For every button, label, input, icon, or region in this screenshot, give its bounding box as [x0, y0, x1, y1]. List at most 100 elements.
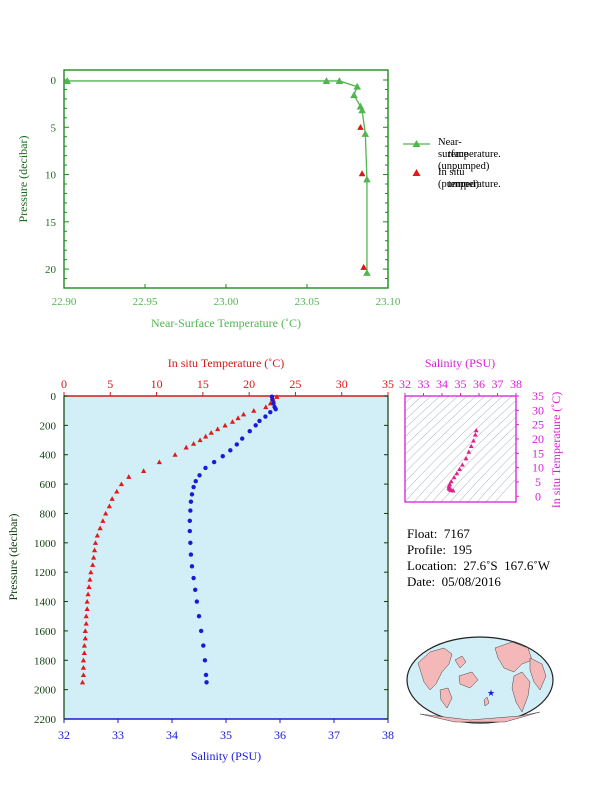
ts-marker — [468, 443, 474, 449]
salinity-tick-label: 32 — [58, 728, 70, 742]
ts-temperature-tick-label: 5 — [535, 475, 541, 489]
ts-marker — [451, 474, 457, 480]
float-info: Float: 7167 Profile: 195 Location: 27.6˚… — [407, 526, 550, 590]
legend-pumped-label: In situ (pumped) — [438, 167, 479, 190]
salinity-marker — [240, 436, 245, 441]
pumped-temperature-marker — [357, 123, 364, 130]
legend-pumped-label-2: temperature. — [448, 179, 501, 190]
salinity-marker — [203, 465, 208, 471]
pressure-tick-label: 800 — [40, 508, 57, 520]
temperature-marker — [156, 459, 162, 465]
ts-temperature-tick-label: 15 — [532, 446, 544, 460]
near-surface-panel: 22.90 22.95 23.00 23.05 23.10 0 5 10 15 20 Near-S… — [16, 69, 401, 330]
temperature-marker — [118, 481, 124, 487]
ts-marker — [454, 470, 460, 476]
ts-density-contour — [405, 396, 486, 474]
temperature-marker — [84, 606, 90, 611]
salinity-marker — [201, 643, 206, 648]
ts-density-contour — [458, 442, 516, 502]
salinity-tick-label: 35 — [220, 728, 232, 742]
temperature-tick-label: 35 — [382, 377, 394, 391]
salinity-marker — [203, 672, 209, 678]
legend-unpumped-label-2: temperature. — [448, 149, 501, 160]
salinity-marker — [197, 473, 202, 478]
profile-markers — [79, 394, 280, 685]
temperature-marker — [229, 419, 236, 424]
ts-salinity-tick-label: 38 — [510, 377, 522, 391]
ts-density-contour — [476, 460, 516, 502]
temperature-marker — [235, 415, 241, 421]
salinity-marker — [202, 658, 208, 663]
ts-marker — [459, 462, 465, 467]
ts-density-contour — [405, 396, 414, 404]
salinity-marker — [188, 540, 193, 546]
temperature-marker — [172, 452, 178, 457]
float-location: Location: 27.6˚S 167.6˚W — [407, 558, 550, 573]
salinity-marker — [204, 680, 209, 685]
temperature-marker — [100, 518, 106, 523]
salinity-marker — [263, 414, 268, 419]
temperature-marker — [197, 437, 203, 443]
legend-markers — [403, 140, 430, 176]
temperature-marker — [109, 496, 115, 501]
temperature-marker — [80, 672, 87, 678]
salinity-marker — [189, 492, 195, 497]
salinity-tick-label: 34 — [166, 728, 178, 742]
temperature-marker — [79, 679, 86, 685]
ts-density-contour — [405, 396, 423, 412]
temperature-marker — [92, 540, 99, 545]
temperature-marker — [91, 547, 98, 553]
temperature-marker — [82, 635, 88, 641]
unpumped-temperature-marker — [363, 175, 371, 183]
temperature-marker — [94, 532, 100, 538]
legend-unpumped-triangle-icon — [412, 140, 421, 147]
ts-density-contour — [422, 408, 516, 502]
ts-density-contour — [405, 396, 495, 483]
pressure-tick-label: 200 — [40, 420, 57, 432]
salinity-marker — [247, 429, 252, 434]
unpumped-temperature-line — [67, 80, 368, 273]
temperature-marker — [81, 642, 87, 648]
near-surface-markers — [63, 77, 371, 276]
profile-panel: 0 5 10 15 20 25 30 35 32 33 34 35 36 37 38 0 200 400 600 80… — [6, 356, 394, 763]
pumped-temperature-marker — [358, 170, 366, 177]
salinity-marker — [234, 442, 239, 447]
unpumped-temperature-marker — [358, 106, 366, 114]
pressure-tick-label: 1600 — [34, 626, 57, 638]
salinity-marker — [188, 499, 194, 504]
ts-marker — [463, 456, 469, 461]
near-surface-x-tick-label: 23.00 — [214, 296, 239, 308]
near-surface-y-tick-label: 5 — [51, 122, 57, 134]
pressure-tick-label: 1200 — [34, 567, 57, 579]
salinity-marker — [188, 552, 194, 557]
near-surface-ticks: 22.90 22.95 23.00 23.05 23.10 0 5 10 15 20 — [45, 75, 401, 308]
ts-temperature-tick-label: 20 — [532, 432, 544, 446]
salinity-marker — [187, 528, 193, 534]
ts-density-contour — [485, 469, 516, 502]
ts-density-contour — [405, 396, 468, 455]
salinity-marker — [228, 448, 233, 453]
pressure-axis-title: Pressure (decibar) — [6, 514, 20, 601]
temperature-marker — [222, 422, 228, 428]
ts-marker — [457, 466, 462, 471]
pressure-tick-label: 400 — [40, 450, 57, 462]
pressure-tick-label: 600 — [40, 479, 57, 491]
profile-plot-background — [64, 396, 388, 719]
ts-salinity-tick-label: 33 — [418, 377, 430, 391]
near-surface-x-tick-label: 22.90 — [52, 296, 77, 308]
near-surface-x-tick-label: 23.05 — [295, 296, 320, 308]
temperature-marker — [183, 444, 189, 450]
ts-density-contour — [467, 451, 516, 502]
pumped-temperature-marker — [360, 263, 367, 270]
near-surface-x-axis-label: Near-Surface Temperature (˚C) — [151, 316, 301, 330]
temperature-marker — [80, 665, 87, 670]
salinity-marker — [191, 575, 196, 581]
temperature-marker — [240, 411, 247, 417]
ts-salinity-tick-label: 34 — [436, 377, 448, 391]
temperature-marker — [84, 598, 90, 604]
pressure-tick-label: 2000 — [34, 685, 57, 697]
temperature-marker — [83, 620, 89, 626]
pressure-tick-label: 1400 — [34, 597, 57, 609]
temperature-marker — [82, 628, 88, 633]
